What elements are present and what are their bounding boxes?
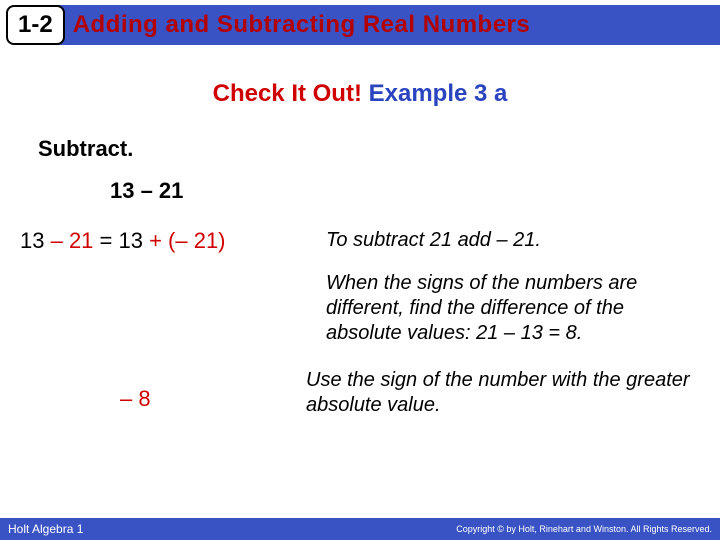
eq-equals: = 13 — [93, 228, 149, 253]
explanation-1: To subtract 21 add – 21. — [326, 228, 700, 253]
footer-copyright: Copyright © by Holt, Rinehart and Winsto… — [456, 524, 712, 534]
answer-column: – 8 — [0, 368, 300, 436]
problem-text: 13 – 21 — [110, 178, 720, 204]
example-subtitle: Check It Out! Example 3 a — [0, 80, 720, 108]
eq-rhs-red: + (– 21) — [149, 228, 225, 253]
lesson-number-badge: 1-2 — [6, 5, 65, 45]
explanation-2: When the signs of the numbers are differ… — [326, 271, 700, 346]
answer-value: – 8 — [120, 386, 300, 412]
explanation-3: Use the sign of the number with the grea… — [306, 368, 720, 418]
explanation-column-2: Use the sign of the number with the grea… — [300, 368, 720, 436]
eq-lhs-red: – 21 — [51, 228, 94, 253]
lesson-title: Adding and Subtracting Real Numbers — [73, 11, 531, 39]
equation-column: 13 – 21 = 13 + (– 21) — [20, 228, 320, 364]
footer-brand: Holt Algebra 1 — [8, 522, 83, 536]
answer-row: – 8 Use the sign of the number with the … — [0, 368, 720, 436]
title-bar: Adding and Subtracting Real Numbers — [47, 5, 720, 45]
explanation-column: To subtract 21 add – 21. When the signs … — [320, 228, 700, 364]
eq-lhs1: 13 — [20, 228, 51, 253]
equation-line: 13 – 21 = 13 + (– 21) — [20, 228, 320, 254]
subtitle-red: Check It Out! — [213, 80, 362, 107]
footer-bar: Holt Algebra 1 Copyright © by Holt, Rine… — [0, 518, 720, 540]
subtitle-blue: Example 3 a — [362, 80, 507, 107]
instruction-text: Subtract. — [38, 136, 720, 162]
work-area: 13 – 21 = 13 + (– 21) To subtract 21 add… — [0, 228, 720, 364]
header-bar: 1-2 Adding and Subtracting Real Numbers — [0, 0, 720, 52]
